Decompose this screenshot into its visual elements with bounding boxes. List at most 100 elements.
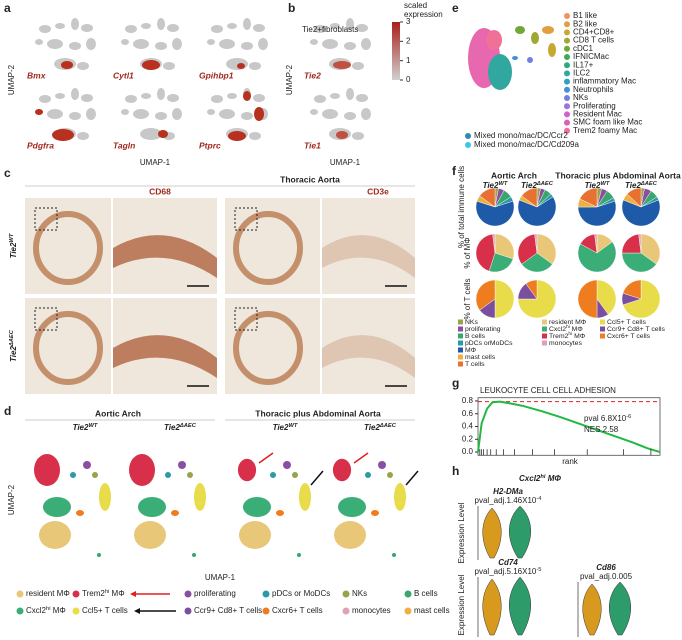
umap-cluster [86, 108, 96, 120]
legend-entry: Cxcr6+ T cells [272, 606, 323, 615]
legend-entry: proliferating [465, 326, 501, 333]
umap-cluster [253, 94, 265, 102]
text-part: pval_adj.1.46X10 [475, 496, 537, 505]
inset-box [34, 307, 58, 331]
cluster [542, 26, 554, 34]
legend-swatch [16, 607, 24, 615]
cluster [187, 472, 193, 478]
legend-entry: NKs [465, 319, 478, 326]
legend-entry: monocytes [352, 606, 391, 615]
y-tick-label: 0.2 [462, 434, 474, 443]
legend-entry: Cxcr6+ T cells [607, 333, 651, 340]
umap-cluster [310, 109, 318, 115]
legend-swatch [262, 607, 270, 615]
umap-cluster [167, 94, 179, 102]
legend-swatch [465, 133, 471, 139]
pie-slice [621, 199, 661, 227]
cluster [92, 472, 98, 478]
umap-cluster [133, 39, 149, 49]
legend-swatch [564, 70, 570, 77]
cluster [527, 57, 533, 63]
legend-entry: NKs [352, 589, 367, 598]
cluster [243, 497, 271, 517]
umap-cluster [125, 25, 137, 33]
umap-cluster [71, 88, 79, 100]
legend-entry: Ccr9+ Cd8+ T cells [607, 326, 666, 333]
pie-slice [579, 187, 598, 208]
umap-cluster [241, 112, 253, 120]
text-part: hi [568, 331, 572, 337]
pie-slice [488, 252, 514, 273]
text-part: ΔAEC [536, 181, 554, 187]
pie-slice [594, 233, 598, 254]
cluster [43, 497, 71, 517]
condition-label: Tie2WT [585, 181, 610, 191]
expression-highlight [35, 109, 43, 115]
legend-entry: Ccr9+ Cd8+ T cells [194, 606, 262, 615]
text-part: Tie2 [521, 181, 537, 190]
legend-swatch [542, 340, 547, 346]
text-part: Tie2 [483, 181, 499, 190]
pie-slice [577, 279, 598, 319]
inset-box [234, 307, 258, 331]
text-part: WT [288, 423, 297, 429]
text-part: WT [9, 233, 15, 242]
text-part: Tie2 [364, 423, 380, 432]
text-part: WT [498, 181, 507, 187]
text-part: hi [566, 324, 570, 330]
umap-cluster [167, 24, 179, 32]
umap-cluster [55, 93, 65, 99]
legend-entry: Ccl5+ T cells [82, 606, 128, 615]
legend-entry: Mixed mono/mac/DC/Ccr2 [474, 131, 568, 140]
legend-entry: NKs [573, 93, 588, 102]
umap-cluster [141, 23, 151, 29]
pie-slice [517, 196, 557, 227]
legend-entry: pDCs or MoDCs [272, 589, 330, 598]
umap-cluster [155, 42, 167, 50]
vessel-wall [233, 311, 303, 385]
legend-swatch [564, 86, 570, 93]
umap-cluster [157, 88, 165, 100]
text-part: -6 [626, 414, 631, 420]
cluster [194, 483, 206, 511]
expression-highlight [237, 63, 245, 69]
umap-cluster [314, 95, 326, 103]
umap-cluster [330, 93, 340, 99]
cluster [338, 497, 366, 517]
legend-entry: B1 like [573, 11, 598, 20]
axis-label: rank [562, 457, 579, 466]
genotype-label: Tie2WT [9, 233, 19, 258]
text-part: Trem2 [549, 333, 569, 340]
umap-cluster [71, 18, 79, 30]
pie-slice [494, 279, 515, 319]
umap-cluster [249, 62, 261, 70]
text-part: Cxcl2 [26, 606, 47, 615]
group-title: Aortic Arch [491, 170, 537, 180]
umap-cluster [172, 108, 182, 120]
pie-slice [475, 233, 496, 272]
gene-label: Bmx [27, 70, 47, 80]
panel-label: b [288, 1, 295, 15]
text-part: pval 6.8X10 [584, 414, 627, 423]
text-part: hi [540, 474, 546, 480]
umap-cluster [227, 23, 237, 29]
text-part: Tie2 [625, 181, 641, 190]
cluster [270, 472, 276, 478]
gene-label: Gpihbp1 [199, 70, 234, 80]
condition-label: Tie2WT [73, 423, 98, 433]
pie-slice [621, 252, 657, 273]
umap-cluster [77, 62, 89, 70]
legend-swatch [458, 326, 463, 332]
vessel-wall [33, 211, 103, 285]
violin [482, 507, 502, 559]
umap-cluster [47, 39, 63, 49]
legend-entry: Trem2hi MΦ [549, 331, 586, 340]
pie-slice [479, 187, 496, 208]
pval-label: pval_adj.0.005 [580, 572, 633, 581]
gene-label: Tagln [113, 140, 135, 150]
legend-entry: cDC1 [573, 44, 594, 53]
legend-entry: Cxcl2hi MΦ [26, 606, 66, 616]
cluster [76, 510, 84, 516]
axis-label: UMAP-1 [330, 158, 361, 167]
legend-swatch [184, 590, 192, 598]
